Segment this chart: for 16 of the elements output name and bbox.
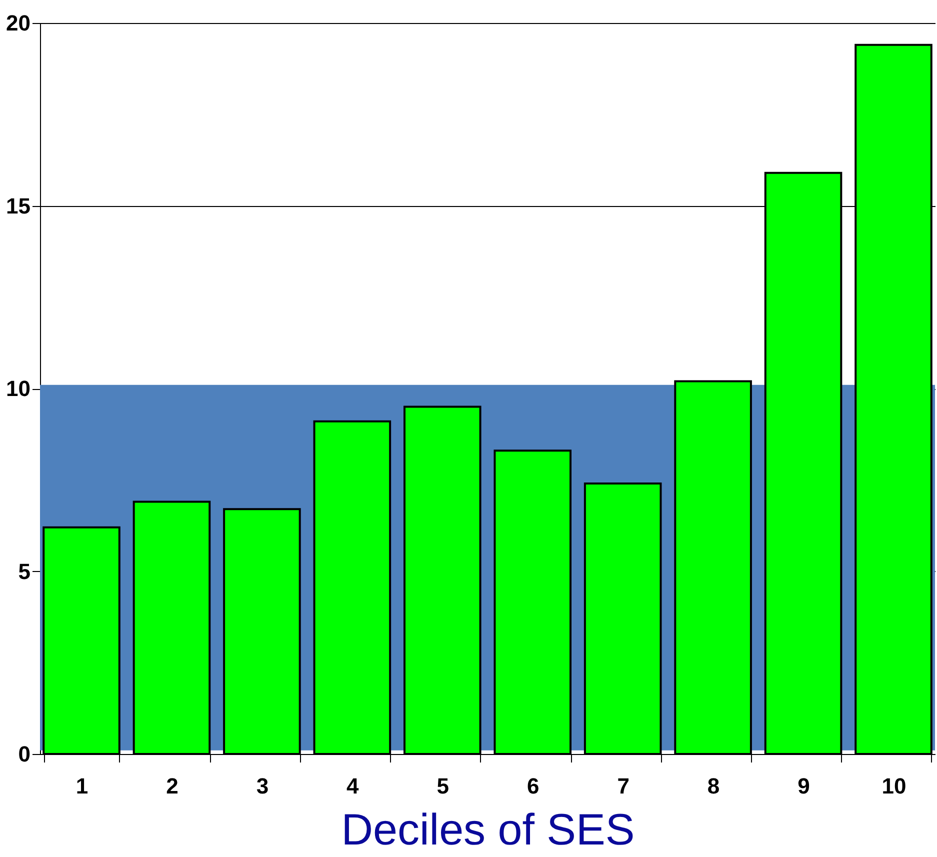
x-tick-label: 5: [436, 774, 450, 798]
x-tick-label: 8: [707, 774, 720, 798]
y-tick-label: 0: [18, 742, 30, 766]
x-tick-label: 3: [256, 774, 269, 798]
x-tick-label: 10: [882, 774, 906, 798]
x-tick-label: 4: [346, 774, 360, 798]
x-axis-title: Deciles of SES: [341, 806, 635, 854]
y-tick-label: 15: [6, 193, 30, 218]
x-tick-label: 7: [617, 774, 630, 798]
x-tick-label: 6: [526, 774, 540, 798]
y-tick-label: 10: [6, 376, 30, 401]
y-tick-label: 5: [18, 558, 30, 584]
x-tick-label: 1: [76, 774, 88, 798]
y-tick-label: 20: [6, 10, 30, 36]
x-tick-label: 2: [166, 774, 178, 798]
x-tick-label: 9: [798, 774, 810, 798]
